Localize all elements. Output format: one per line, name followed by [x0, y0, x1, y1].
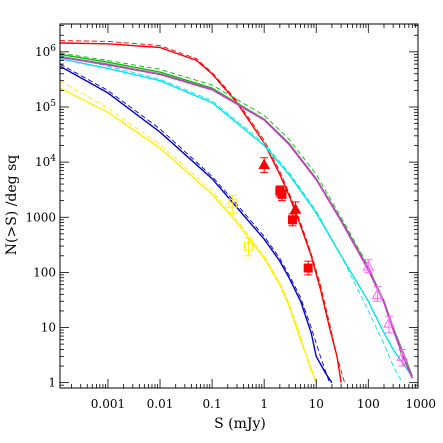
data-point-5 [287, 213, 297, 227]
series-line-3 [60, 65, 333, 384]
marker-square [277, 189, 287, 199]
y-tick-label: 106 [35, 44, 56, 59]
marker-triangle [258, 158, 271, 170]
data-point-8 [371, 286, 384, 302]
data-point-6 [303, 260, 313, 276]
y-tick-label: 100 [33, 265, 56, 279]
y-tick-label: 105 [35, 99, 56, 114]
x-axis-title: S (mJy) [214, 416, 266, 432]
x-tick-label: 0.1 [203, 397, 222, 411]
marker-triangle [371, 288, 384, 299]
marker-square [228, 198, 238, 208]
axes-layer: 0.001 0.01 0.1 1 10 100 1000 1 10 100 1000 104 105 10… [25, 23, 436, 411]
x-tick-label: 10 [309, 397, 324, 411]
data-point-4 [277, 188, 287, 202]
series-line-4 [60, 63, 330, 383]
data-point-7 [362, 259, 375, 273]
x-tick-label: 100 [357, 397, 380, 411]
marker-triangle [383, 317, 395, 328]
plot-frame [59, 23, 419, 389]
data-point-1 [258, 157, 271, 173]
series-line-12 [60, 56, 413, 379]
marker-triangle [289, 203, 302, 214]
series-line-7 [60, 58, 413, 377]
x-tick-label: 0.001 [91, 397, 125, 411]
series-line-8 [60, 55, 403, 383]
marker-square [243, 241, 253, 251]
marker-triangle [362, 260, 375, 271]
data-point-10 [396, 348, 409, 367]
marker-square [287, 215, 297, 225]
x-tick-label: 0.01 [147, 397, 174, 411]
data-point-12 [243, 237, 253, 257]
x-tick-label: 1000 [405, 397, 436, 411]
marker-triangle [396, 350, 409, 361]
data-point-9 [383, 315, 395, 334]
series-line-1 [60, 42, 342, 383]
y-tick-label: 1000 [25, 210, 56, 224]
marker-square [303, 263, 313, 273]
y-tick-label: 1 [48, 376, 56, 390]
points-layer [228, 157, 409, 367]
x-tick-label: 1 [260, 397, 268, 411]
y-tick-label: 104 [35, 154, 56, 169]
y-tick-label: 10 [41, 321, 56, 335]
series-line-5 [60, 87, 317, 383]
series-line-2 [60, 40, 346, 383]
y-axis-title: N(>S) /deg sq [4, 155, 20, 256]
data-point-11 [228, 194, 238, 214]
